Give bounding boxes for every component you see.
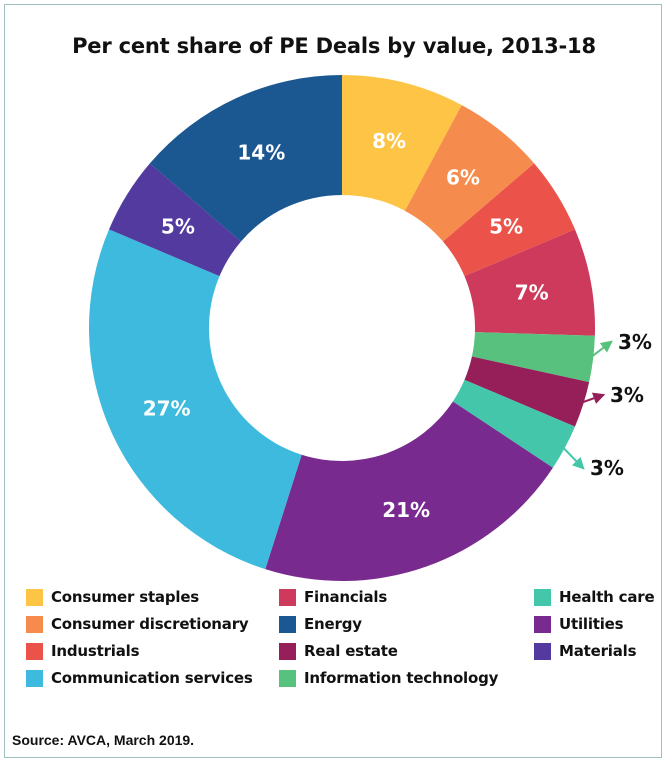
slice-label-outside: 3% — [610, 383, 644, 407]
legend-swatch — [26, 588, 43, 606]
slice-consumer-discretionary — [404, 105, 535, 242]
legend-item: Health care — [534, 587, 655, 607]
legend-item: Materials — [534, 641, 637, 661]
slice-label-outside: 3% — [590, 456, 624, 480]
legend-swatch — [279, 588, 296, 606]
chart-source: Source: AVCA, March 2019. — [12, 732, 195, 748]
legend-label: Consumer discretionary — [51, 615, 249, 633]
legend-label: Communication services — [51, 669, 253, 687]
slice-consumer-staples — [342, 75, 462, 211]
slice-utilities — [265, 401, 553, 581]
slice-label: 7% — [515, 281, 549, 305]
legend-swatch — [534, 615, 551, 633]
legend-item: Consumer staples — [26, 587, 199, 607]
legend-swatch — [26, 669, 43, 687]
slice-label: 21% — [382, 498, 430, 522]
legend-item: Information technology — [279, 668, 498, 688]
legend-label: Information technology — [304, 669, 499, 687]
legend-label: Industrials — [51, 642, 140, 660]
slice-label: 8% — [372, 129, 406, 153]
legend-item: Real estate — [279, 641, 398, 661]
legend-item: Industrials — [26, 641, 140, 661]
legend-swatch — [534, 588, 551, 606]
callout-arrow — [578, 392, 606, 405]
legend-label: Real estate — [304, 642, 398, 660]
slice-label-outside: 3% — [618, 330, 652, 354]
slice-financials — [464, 229, 595, 336]
legend-label: Utilities — [559, 615, 624, 633]
slice-energy — [149, 75, 342, 242]
legend-swatch — [279, 615, 296, 633]
slice-materials — [109, 163, 241, 277]
slice-health-care — [452, 379, 575, 468]
slice-communication-services — [89, 229, 302, 570]
legend-item: Communication services — [26, 668, 253, 688]
legend-item: Financials — [279, 587, 387, 607]
legend-label: Materials — [559, 642, 637, 660]
legend-swatch — [534, 642, 551, 660]
legend-swatch — [26, 642, 43, 660]
callout-arrow — [560, 445, 585, 470]
slice-label: 27% — [143, 397, 191, 421]
slice-label: 5% — [489, 214, 523, 238]
legend-swatch — [279, 642, 296, 660]
legend-item: Energy — [279, 614, 362, 634]
legend-swatch — [279, 669, 296, 687]
slice-real-estate — [464, 356, 590, 427]
legend-label: Financials — [304, 588, 388, 606]
slice-label: 14% — [237, 141, 285, 165]
slice-label: 5% — [161, 214, 195, 238]
legend-label: Energy — [304, 615, 362, 633]
callout-arrow — [588, 340, 613, 360]
slice-information-technology — [471, 332, 595, 383]
donut-chart: 8% 6% 5% 7% 3% 3% 3% 21% 27% 5% 14% — [89, 75, 652, 581]
chart-title: Per cent share of PE Deals by value, 201… — [72, 34, 596, 58]
legend-item: Consumer discretionary — [26, 614, 249, 634]
legend-label: Health care — [559, 588, 655, 606]
slice-label: 6% — [446, 166, 480, 190]
slice-industrials — [443, 163, 575, 277]
legend-label: Consumer staples — [51, 588, 200, 606]
legend-item: Utilities — [534, 614, 624, 634]
legend-swatch — [26, 615, 43, 633]
